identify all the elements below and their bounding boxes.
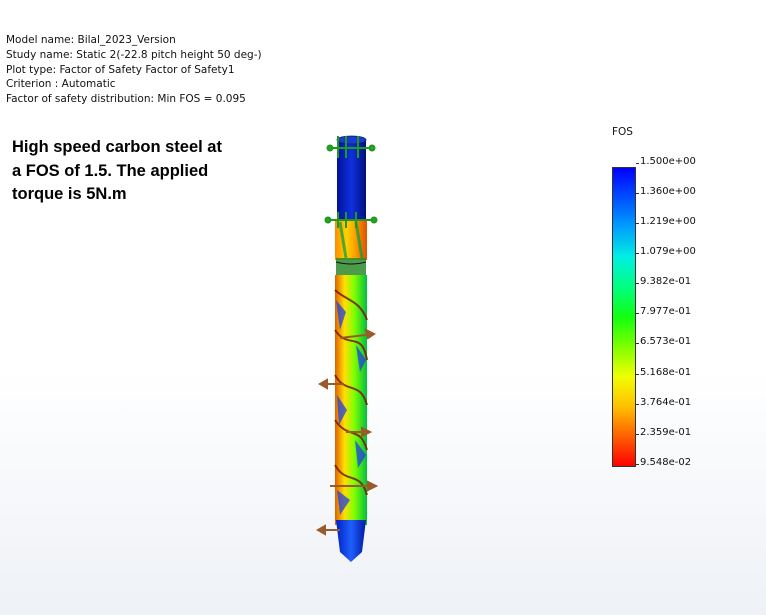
drill-shank <box>337 140 366 220</box>
green-fixture-arrow-icon <box>324 136 378 228</box>
legend-title: FOS <box>612 126 633 138</box>
legend-label: 1.500e+00 <box>636 156 696 167</box>
note-line-1: High speed carbon steel at <box>12 138 222 156</box>
legend-label: 3.764e-01 <box>635 397 692 408</box>
study-name: Study name: Static 2(-22.8 pitch height … <box>6 48 262 61</box>
model-name: Model name: Bilal_2023_Version <box>6 34 176 46</box>
legend-label: 9.382e-01 <box>635 276 692 287</box>
legend-label: 1.360e+00 <box>636 186 696 197</box>
shank-top-face <box>336 135 367 145</box>
criterion: Criterion : Automatic <box>6 78 116 91</box>
plot-type: Plot type: Factor of Safety Factor of Sa… <box>6 63 235 76</box>
brown-torque-arrow-icon <box>315 328 379 536</box>
annotation-note: High speed carbon steel at a FOS of 1.5.… <box>12 136 252 207</box>
legend-label: 9.548e-02 <box>635 457 692 468</box>
fos-distribution: Factor of safety distribution: Min FOS =… <box>6 93 246 106</box>
color-legend-bar[interactable] <box>612 167 636 467</box>
drill-tip <box>336 520 366 562</box>
legend-label: 6.573e-01 <box>635 336 692 347</box>
legend-label: 5.168e-01 <box>635 367 692 378</box>
note-line-3: torque is 5N.m <box>12 185 127 203</box>
note-line-2: a FOS of 1.5. The applied <box>12 161 209 180</box>
study-info: Model name: Bilal_2023_Version Study nam… <box>6 33 262 107</box>
legend-label: 1.219e+00 <box>636 216 696 227</box>
legend-label: 1.079e+00 <box>636 246 696 257</box>
legend-label: 2.359e-01 <box>635 427 692 438</box>
legend-label: 7.977e-01 <box>635 306 692 317</box>
